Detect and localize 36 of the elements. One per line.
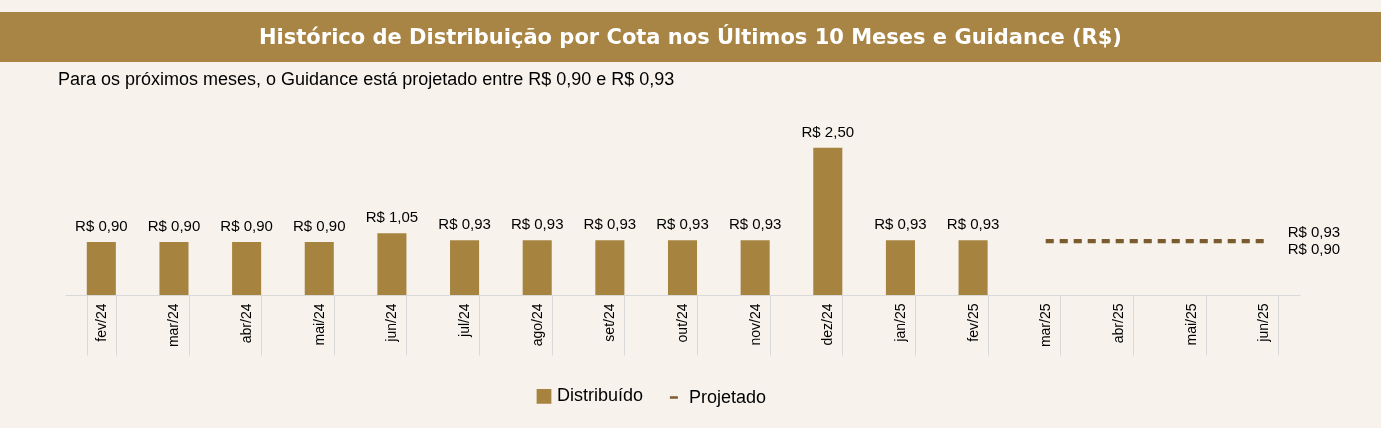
x-tick-label: nov/24 [746, 303, 763, 346]
data-label: R$ 0,93 [1287, 223, 1341, 241]
data-label: R$ 0,93 [583, 215, 637, 233]
x-tick-label: mar/25 [1037, 303, 1054, 348]
x-tick-label: dez/24 [819, 303, 836, 346]
x-tick-label: ago/24 [528, 303, 545, 347]
x-tick-label: abr/24 [238, 303, 255, 344]
data-label: R$ 0,93 [656, 215, 709, 233]
data-label: R$ 0,93 [728, 215, 782, 233]
data-label: R$ 1,05 [365, 208, 419, 226]
x-tick-label: jul/24 [456, 303, 473, 338]
x-tick-label: abr/25 [1109, 303, 1126, 344]
data-label: R$ 0,93 [874, 215, 927, 233]
x-tick-label: mar/24 [165, 303, 182, 348]
x-tick-label: jun/24 [383, 303, 400, 343]
x-tick-label: set/24 [601, 303, 618, 342]
x-tick-label: mai/24 [310, 303, 327, 346]
data-label: R$ 0,90 [75, 216, 128, 234]
data-label: R$ 0,90 [147, 216, 201, 234]
data-label: R$ 0,90 [1287, 239, 1341, 257]
data-label: R$ 0,93 [946, 215, 1000, 233]
data-label: R$ 0,93 [510, 215, 564, 233]
x-tick-label: mai/25 [1182, 303, 1199, 346]
legend-label: Distribuído [557, 385, 644, 406]
data-label: R$ 0,90 [220, 216, 273, 234]
x-tick-label: fev/25 [964, 303, 981, 342]
legend-label: Projetado [689, 386, 767, 407]
x-tick-label: jun/25 [1255, 303, 1272, 343]
x-tick-label: out/24 [674, 303, 690, 343]
data-label: R$ 0,93 [438, 215, 491, 233]
chart-title: Histórico de Distribuição por Cota nos Últimos 10 Meses e Guidance (R$) [0, 12, 1381, 62]
x-tick-label: fev/24 [92, 303, 109, 342]
data-label: R$ 0,90 [292, 216, 346, 234]
x-tick-label: jan/25 [891, 303, 908, 343]
data-label: R$ 2,50 [801, 122, 855, 140]
chart-subtitle: Para os próximos meses, o Guidance está projetado entre R$ 0,90 e R$ 0,93 [58, 68, 675, 89]
